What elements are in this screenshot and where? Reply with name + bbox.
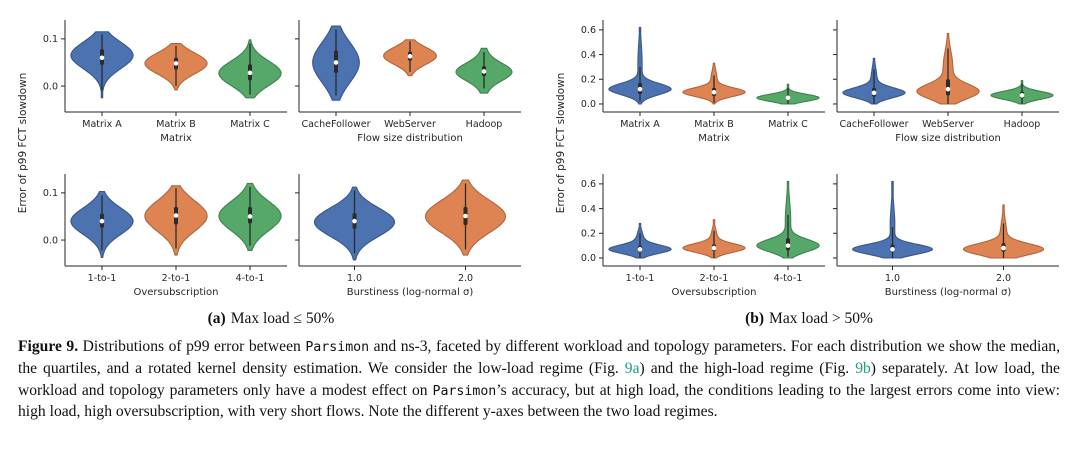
svg-text:2-to-1: 2-to-1 (162, 273, 191, 284)
svg-text:4-to-1: 4-to-1 (774, 273, 803, 284)
svg-text:Matrix C: Matrix C (230, 119, 270, 130)
svg-text:0.4: 0.4 (581, 50, 596, 61)
svg-text:1.0: 1.0 (347, 273, 362, 284)
svg-text:0.0: 0.0 (43, 235, 58, 246)
svg-text:Error of p99 FCT slowdown: Error of p99 FCT slowdown (555, 73, 567, 214)
caption-text-2: and ns-3, faceted by different workload … (18, 338, 1060, 377)
subcaption-a-text: Max load ≤ 50% (230, 310, 335, 327)
svg-text:Matrix A: Matrix A (82, 119, 122, 130)
caption-text-4: ) separately. At low load, the workload … (18, 359, 1060, 399)
svg-text:0.0: 0.0 (43, 81, 58, 92)
svg-text:0.2: 0.2 (581, 74, 596, 85)
svg-text:Matrix B: Matrix B (156, 119, 195, 130)
svg-text:WebServer: WebServer (922, 119, 974, 130)
subcaption-b: (b) Max load > 50% (553, 310, 1065, 328)
caption-figure-number: Figure 9. (18, 338, 79, 355)
svg-text:0.4: 0.4 (581, 204, 596, 215)
svg-text:Oversubscription: Oversubscription (133, 287, 218, 298)
subcaption-a-label: (a) (207, 310, 226, 327)
svg-text:Error of p99 FCT slowdown: Error of p99 FCT slowdown (17, 73, 29, 214)
svg-text:0.6: 0.6 (581, 25, 596, 36)
svg-text:1-to-1: 1-to-1 (88, 273, 117, 284)
svg-text:2-to-1: 2-to-1 (700, 273, 729, 284)
ref-link-9b[interactable]: 9b (855, 359, 871, 377)
svg-text:2.0: 2.0 (996, 273, 1011, 284)
svg-text:WebServer: WebServer (384, 119, 436, 130)
subcaption-a: (a) Max load ≤ 50% (15, 310, 527, 328)
svg-text:Burstiness (log-normal σ): Burstiness (log-normal σ) (885, 287, 1012, 298)
figure-9-region: Error of p99 FCT slowdown 0.0 0.1 Matrix A M… (15, 6, 1065, 423)
svg-text:Matrix: Matrix (698, 133, 730, 144)
svg-text:CacheFollower: CacheFollower (301, 119, 370, 130)
caption-text-3: ) and the high-load regime (Fig. (639, 359, 856, 377)
subfigure-b: Error of p99 FCT slowdown 0.0 0.2 0.4 0.6 Mat… (553, 6, 1065, 328)
subcaption-b-text: Max load > 50% (769, 310, 873, 327)
svg-text:Hadoop: Hadoop (466, 119, 503, 130)
svg-text:Matrix B: Matrix B (694, 119, 733, 130)
violin-facet-grid-low-load: Error of p99 FCT slowdown 0.0 0.1 Matrix A M… (17, 20, 521, 298)
svg-text:0.2: 0.2 (581, 228, 596, 239)
svg-text:0.6: 0.6 (581, 179, 596, 190)
svg-text:Flow size distribution: Flow size distribution (895, 133, 1001, 144)
caption-text-5: ’s accuracy, but at high load, the condi… (18, 381, 1060, 421)
svg-text:Hadoop: Hadoop (1004, 119, 1041, 130)
caption-parsimon-2: Parsimon (432, 383, 497, 399)
svg-text:2.0: 2.0 (458, 273, 473, 284)
svg-text:0.1: 0.1 (43, 188, 58, 199)
violin-facet-grid-high-load: Error of p99 FCT slowdown 0.0 0.2 0.4 0.6 Mat… (555, 20, 1059, 298)
caption-parsimon-1: Parsimon (305, 340, 370, 355)
subcaption-b-label: (b) (745, 310, 765, 327)
svg-text:0.0: 0.0 (581, 253, 596, 264)
ref-link-9a[interactable]: 9a (624, 359, 640, 377)
svg-text:0.1: 0.1 (43, 34, 58, 45)
caption-text-1: Distributions of p99 error between (78, 338, 306, 355)
subfigure-a: Error of p99 FCT slowdown 0.0 0.1 Matrix A M… (15, 6, 527, 328)
subfigures-row: Error of p99 FCT slowdown 0.0 0.1 Matrix A M… (15, 6, 1065, 328)
svg-text:4-to-1: 4-to-1 (236, 273, 265, 284)
svg-text:Matrix A: Matrix A (620, 119, 660, 130)
svg-text:1.0: 1.0 (885, 273, 900, 284)
svg-text:0.0: 0.0 (581, 99, 596, 110)
figure-caption: Figure 9. Distributions of p99 error bet… (18, 336, 1060, 423)
svg-text:CacheFollower: CacheFollower (839, 119, 908, 130)
svg-text:Matrix C: Matrix C (768, 119, 808, 130)
svg-text:Flow size distribution: Flow size distribution (357, 133, 463, 144)
svg-text:Oversubscription: Oversubscription (671, 287, 756, 298)
svg-text:Burstiness (log-normal σ): Burstiness (log-normal σ) (347, 287, 474, 298)
svg-text:1-to-1: 1-to-1 (626, 273, 655, 284)
svg-text:Matrix: Matrix (160, 133, 192, 144)
